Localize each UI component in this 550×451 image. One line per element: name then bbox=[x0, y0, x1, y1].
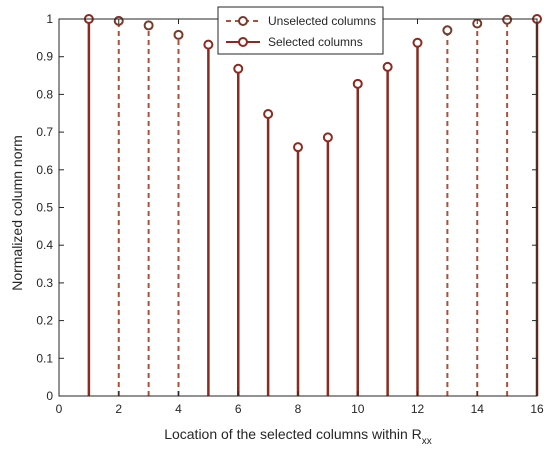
y-tick-label: 0.6 bbox=[36, 163, 53, 177]
unselected-stem-marker bbox=[113, 15, 124, 26]
x-tick-label: 10 bbox=[351, 402, 365, 416]
stems-layer bbox=[83, 14, 542, 396]
y-tick-label: 1 bbox=[46, 12, 53, 26]
legend: Unselected columns Selected columns bbox=[217, 6, 384, 55]
y-tick-label: 0.5 bbox=[36, 201, 53, 215]
x-tick-label: 16 bbox=[530, 402, 544, 416]
selected-stem-marker bbox=[203, 39, 214, 50]
y-tick-label: 0.1 bbox=[36, 351, 53, 365]
x-tick-label: 8 bbox=[295, 402, 302, 416]
x-axis-label-subscript: xx bbox=[422, 436, 432, 447]
y-tick-label: 0 bbox=[46, 389, 53, 403]
x-tick-label: 12 bbox=[411, 402, 425, 416]
unselected-stem-marker bbox=[143, 20, 154, 31]
x-tick-label: 2 bbox=[115, 402, 122, 416]
selected-stem-marker bbox=[382, 61, 393, 72]
x-tick-label: 4 bbox=[175, 402, 182, 416]
y-tick-label: 0.4 bbox=[36, 238, 53, 252]
selected-stem-marker bbox=[322, 132, 333, 143]
y-tick-label: 0.9 bbox=[36, 50, 53, 64]
selected-stem-marker bbox=[412, 37, 423, 48]
x-axis-label-main: Location of the selected columns within … bbox=[164, 426, 422, 442]
unselected-stem-marker bbox=[173, 29, 184, 40]
selected-stem-marker bbox=[263, 109, 274, 120]
y-tick-label: 0.7 bbox=[36, 125, 53, 139]
y-tick-label: 0.8 bbox=[36, 87, 53, 101]
y-tick-label: 0.3 bbox=[36, 276, 53, 290]
legend-marker bbox=[238, 16, 248, 26]
legend-label: Unselected columns bbox=[268, 14, 376, 28]
y-tick-label: 0.2 bbox=[36, 314, 53, 328]
selected-stem-marker bbox=[352, 78, 363, 89]
x-tick-label: 14 bbox=[471, 402, 485, 416]
unselected-stem-marker bbox=[502, 14, 513, 25]
x-tick-label: 6 bbox=[235, 402, 242, 416]
unselected-stem-marker bbox=[442, 25, 453, 36]
legend-label: Selected columns bbox=[268, 35, 363, 49]
selected-stem-marker bbox=[233, 63, 244, 74]
x-tick-label: 0 bbox=[56, 402, 63, 416]
y-axis-label: Normalized column norm bbox=[9, 135, 25, 291]
legend-marker bbox=[238, 37, 248, 47]
x-axis-label: Location of the selected columns within … bbox=[164, 426, 432, 447]
selected-stem-marker bbox=[293, 142, 303, 153]
